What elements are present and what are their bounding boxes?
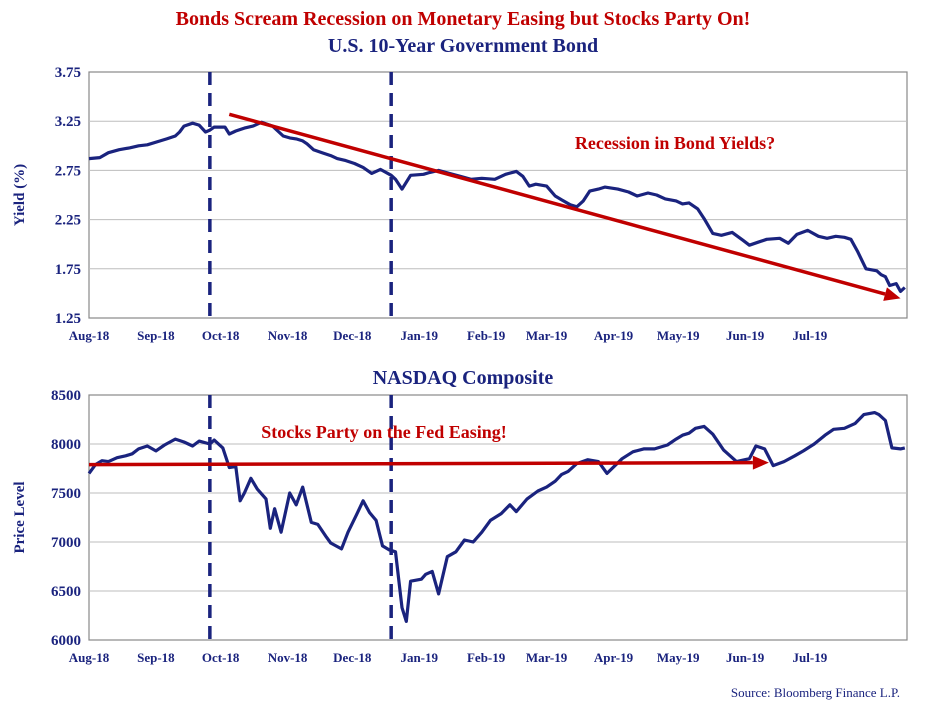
- annotation-text: Recession in Bond Yields?: [575, 133, 775, 153]
- trend-arrow-head: [752, 455, 769, 470]
- x-tick-label: Feb-19: [467, 328, 506, 343]
- trend-arrow-shaft: [88, 460, 753, 467]
- source-note: Source: Bloomberg Finance L.P.: [731, 685, 900, 700]
- grid-lines: [89, 443, 907, 592]
- x-tick-label: Jun-19: [726, 328, 765, 343]
- y-tick-label: 7500: [51, 486, 81, 502]
- nasdaq-chart: 8500 8000 7500 7000 6500 6000 Aug-18 Sep-18 Oct…: [12, 388, 908, 665]
- x-tick-label: Jun-19: [726, 650, 765, 665]
- x-tick-label: Sep-18: [137, 650, 175, 665]
- x-tick-label: Mar-19: [526, 328, 568, 343]
- x-tick-label: Dec-18: [333, 328, 372, 343]
- x-tick-labels: Aug-18 Sep-18 Oct-18 Nov-18 Dec-18 Jan-19 Feb-…: [69, 328, 828, 343]
- grid-lines: [89, 120, 907, 270]
- y-tick-label: 8500: [51, 388, 81, 404]
- x-tick-label: Sep-18: [137, 328, 175, 343]
- trend-arrow-head: [883, 287, 901, 301]
- chart-title-bond: U.S. 10-Year Government Bond: [328, 35, 598, 57]
- x-tick-label: May-19: [657, 650, 700, 665]
- x-tick-label: Oct-18: [202, 650, 240, 665]
- x-tick-label: Nov-18: [268, 650, 308, 665]
- trend-arrow: [88, 455, 769, 470]
- x-tick-label: Jul-19: [793, 650, 828, 665]
- x-tick-label: Aug-18: [69, 328, 110, 343]
- chart-title-nasdaq: NASDAQ Composite: [373, 367, 554, 389]
- x-tick-label: Nov-18: [268, 328, 308, 343]
- annotation-text: Stocks Party on the Fed Easing!: [261, 422, 507, 442]
- y-tick-label: 1.75: [55, 262, 81, 278]
- x-tick-label: Mar-19: [526, 650, 568, 665]
- y-tick-label: 2.75: [55, 163, 81, 179]
- trend-arrow: [228, 112, 901, 301]
- x-tick-label: Aug-18: [69, 650, 110, 665]
- y-tick-label: 6000: [51, 633, 81, 649]
- plot-area: [88, 71, 908, 319]
- figure-title: Bonds Scream Recession on Monetary Easin…: [176, 8, 751, 30]
- series-line: [87, 411, 906, 623]
- trend-arrow-shaft: [228, 112, 886, 296]
- x-tick-label: Jul-19: [793, 328, 828, 343]
- x-tick-label: Jan-19: [400, 328, 438, 343]
- y-tick-labels: 3.75 3.25 2.75 2.25 1.75 1.25: [55, 65, 81, 327]
- y-axis-label: Yield (%): [12, 164, 28, 226]
- x-tick-label: Dec-18: [333, 650, 372, 665]
- x-tick-label: Apr-19: [594, 650, 634, 665]
- y-tick-label: 8000: [51, 437, 81, 453]
- x-tick-label: Apr-19: [594, 328, 634, 343]
- y-tick-label: 7000: [51, 535, 81, 551]
- event-lines: [208, 72, 393, 318]
- x-tick-label: Oct-18: [202, 328, 240, 343]
- x-tick-label: Jan-19: [400, 650, 438, 665]
- plot-area: [88, 394, 908, 641]
- x-tick-labels: Aug-18 Sep-18 Oct-18 Nov-18 Dec-18 Jan-19 Feb-…: [69, 650, 828, 665]
- y-tick-labels: 8500 8000 7500 7000 6500 6000: [51, 388, 81, 649]
- y-tick-label: 1.25: [55, 311, 81, 327]
- bond-yield-chart: 3.75 3.25 2.75 2.25 1.75 1.25 Aug-18 Sep-18 Oct…: [12, 65, 908, 343]
- y-tick-label: 3.25: [55, 114, 81, 130]
- y-tick-label: 6500: [51, 584, 81, 600]
- series-line: [88, 120, 906, 293]
- x-tick-label: Feb-19: [467, 650, 506, 665]
- y-axis-label: Price Level: [12, 481, 28, 553]
- x-tick-label: May-19: [657, 328, 700, 343]
- y-tick-label: 3.75: [55, 65, 81, 81]
- y-tick-label: 2.25: [55, 213, 81, 229]
